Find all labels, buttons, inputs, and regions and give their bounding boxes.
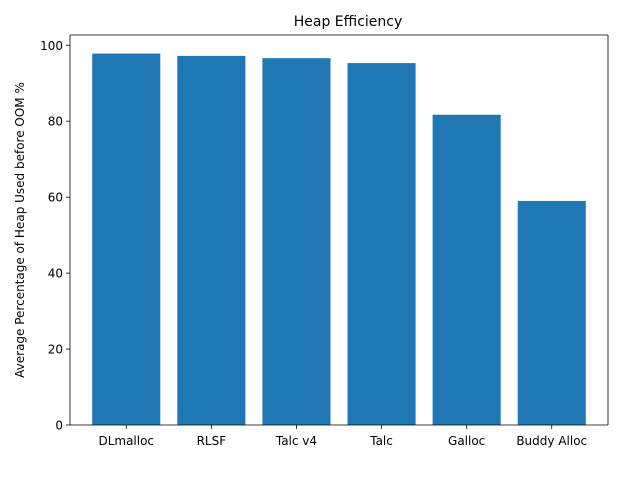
x-tick-label: Buddy Alloc: [516, 434, 587, 448]
y-tick-label: 60: [48, 191, 63, 205]
bar-dlmalloc: [92, 53, 161, 425]
bars-group: [92, 53, 586, 426]
x-tick-label: DLmalloc: [98, 434, 154, 448]
x-axis-ticks: DLmalloc RLSF Talc v4 Talc Galloc Buddy Alloc: [98, 425, 587, 448]
bar-talc-v4: [262, 58, 331, 426]
x-tick-label: Talc v4: [275, 434, 317, 448]
bar-rlsf: [177, 55, 246, 425]
y-axis-ticks: 0 20 40 60 80 100: [40, 39, 70, 433]
y-tick-label: 20: [48, 343, 63, 357]
x-tick-label: Talc: [369, 434, 393, 448]
bar-buddy-alloc: [517, 200, 586, 425]
chart-title: Heap Efficiency: [294, 14, 403, 30]
y-tick-label: 40: [48, 267, 63, 281]
y-tick-label: 100: [40, 39, 63, 53]
bar-galloc: [432, 114, 501, 426]
x-tick-label: Galloc: [448, 434, 485, 448]
y-axis-label: Average Percentage of Heap Used before O…: [13, 82, 27, 378]
x-tick-label: RLSF: [197, 434, 227, 448]
bar-talc: [347, 63, 416, 426]
y-tick-label: 0: [55, 419, 63, 433]
y-tick-label: 80: [48, 115, 63, 129]
axis-spines: [69, 34, 609, 426]
